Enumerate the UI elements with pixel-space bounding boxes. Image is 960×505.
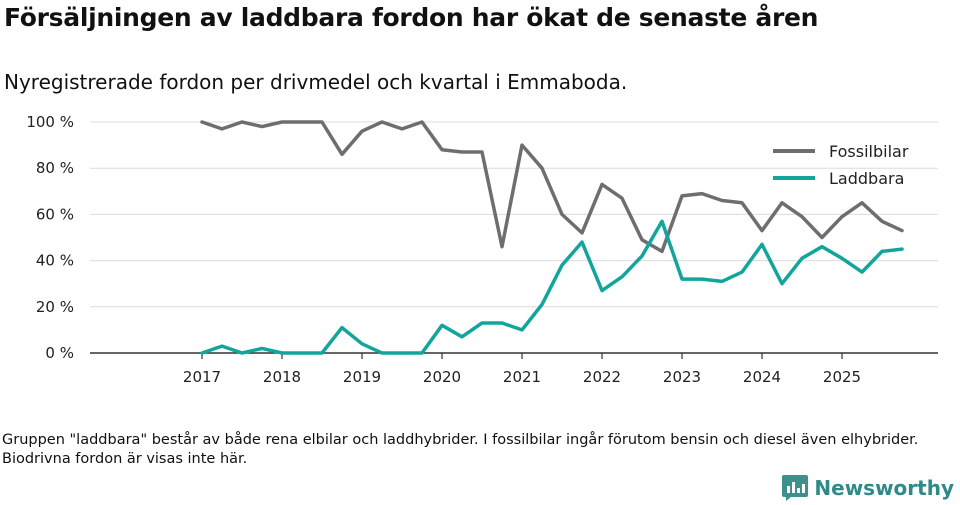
x-tick-label: 2023	[663, 368, 701, 386]
series-lines	[200, 120, 904, 355]
x-tick-label: 2020	[423, 368, 461, 386]
legend: Fossilbilar Laddbara	[773, 142, 909, 188]
y-tick-label: 0 %	[45, 344, 74, 362]
y-tick-label: 20 %	[36, 298, 74, 316]
x-tick-label: 2025	[823, 368, 861, 386]
x-tick-label: 2017	[183, 368, 221, 386]
y-tick-label: 80 %	[36, 159, 74, 177]
y-axis-ticks: 0 % 20 % 40 % 60 % 80 % 100 %	[26, 113, 74, 362]
line-chart: 0 % 20 % 40 % 60 % 80 % 100 % 2017 2018 2019 202…	[26, 113, 938, 386]
x-tick-label: 2022	[583, 368, 621, 386]
x-tick-label: 2024	[743, 368, 781, 386]
y-tick-label: 100 %	[26, 113, 74, 131]
chart-subtitle: Nyregistrerade fordon per drivmedel och …	[4, 70, 628, 94]
series-line-laddbara	[200, 219, 904, 355]
x-tick-label: 2021	[503, 368, 541, 386]
y-tick-label: 40 %	[36, 252, 74, 270]
series-line-fossilbilar	[200, 120, 904, 254]
newsworthy-logo-icon	[782, 475, 809, 501]
x-tick-label: 2018	[263, 368, 301, 386]
y-tick-label: 60 %	[36, 205, 74, 223]
x-axis-ticks: 2017 2018 2019 2020 2021 2022 2023 2024 2025	[183, 353, 861, 386]
brand-name: Newsworthy	[814, 476, 954, 500]
footnote: Gruppen "laddbara" består av både rena e…	[2, 432, 919, 467]
newsworthy-brand[interactable]: Newsworthy	[782, 475, 954, 501]
x-tick-label: 2019	[343, 368, 381, 386]
legend-label: Laddbara	[829, 169, 904, 188]
chart-title: Försäljningen av laddbara fordon har öka…	[4, 3, 819, 32]
legend-label: Fossilbilar	[829, 142, 909, 161]
